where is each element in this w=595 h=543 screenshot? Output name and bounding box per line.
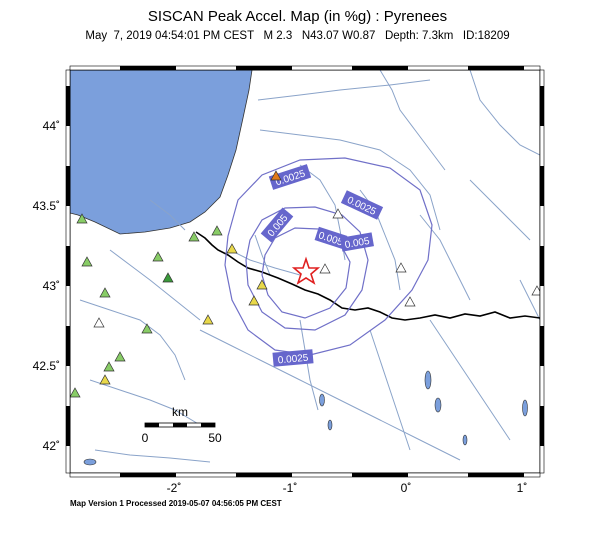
contour-0.0025-outer	[224, 157, 433, 356]
rivers	[79, 70, 540, 463]
contour-labels: 0.0025 0.0025 0.005 0.005 0.005 0.0025	[260, 164, 384, 367]
station-marker	[256, 279, 268, 290]
contour-label: 0.005	[344, 236, 371, 251]
station-marker	[188, 231, 200, 242]
station-marker	[114, 351, 126, 362]
lat-label: 44˚	[43, 119, 60, 133]
scale-bar-end: 50	[208, 431, 222, 445]
station-marker	[248, 295, 260, 306]
station-marker	[152, 251, 164, 262]
station-marker	[103, 361, 115, 372]
station-marker	[93, 317, 105, 328]
pga-contours	[224, 157, 433, 356]
lon-label: 1˚	[517, 481, 528, 495]
lat-label: 43.5˚	[33, 199, 60, 213]
station-marker	[395, 262, 407, 273]
scale-bar-unit: km	[172, 405, 188, 419]
station-marker	[70, 387, 81, 398]
contour-label: 0.0025	[277, 353, 309, 367]
lon-label: -2˚	[167, 481, 182, 495]
station-marker	[162, 272, 174, 283]
station-marker	[81, 256, 93, 267]
station-marker	[141, 323, 153, 334]
epicenter-star	[291, 256, 321, 285]
station-marker	[211, 225, 223, 236]
map-frame	[65, 65, 545, 478]
station-marker	[76, 213, 88, 224]
station-marker	[99, 374, 111, 385]
lakes	[83, 370, 528, 466]
lon-label: -1˚	[283, 481, 298, 495]
event-info: May 7, 2019 04:54:01 PM CEST M 2.3 N43.0…	[85, 30, 510, 42]
station-marker	[332, 208, 344, 219]
station-marker	[99, 287, 111, 298]
longitude-labels: -2˚ -1˚ 0˚ 1˚	[167, 481, 528, 495]
station-marker	[319, 263, 331, 274]
scale-bar: km 0 50	[142, 405, 222, 445]
lat-label: 43˚	[43, 279, 60, 293]
station-marker	[404, 296, 416, 307]
station-marker	[202, 314, 214, 325]
lat-label: 42˚	[43, 439, 60, 453]
station-marker	[270, 170, 282, 181]
sea-bay-of-biscay	[70, 70, 253, 235]
map-title: SISCAN Peak Accel. Map (in %g) : Pyrenee…	[147, 8, 448, 25]
contour-0.005-inner	[261, 227, 351, 319]
processing-note: Map Version 1 Processed 2019-05-07 04:56…	[70, 499, 282, 508]
lon-label: 0˚	[401, 481, 412, 495]
latitude-labels: 44˚ 43.5˚ 43˚ 42.5˚ 42˚	[33, 119, 60, 453]
scale-bar-start: 0	[142, 431, 149, 445]
contour-0.005-mid	[245, 206, 369, 331]
stations	[70, 170, 540, 398]
lat-label: 42.5˚	[33, 359, 60, 373]
station-marker	[226, 243, 238, 254]
